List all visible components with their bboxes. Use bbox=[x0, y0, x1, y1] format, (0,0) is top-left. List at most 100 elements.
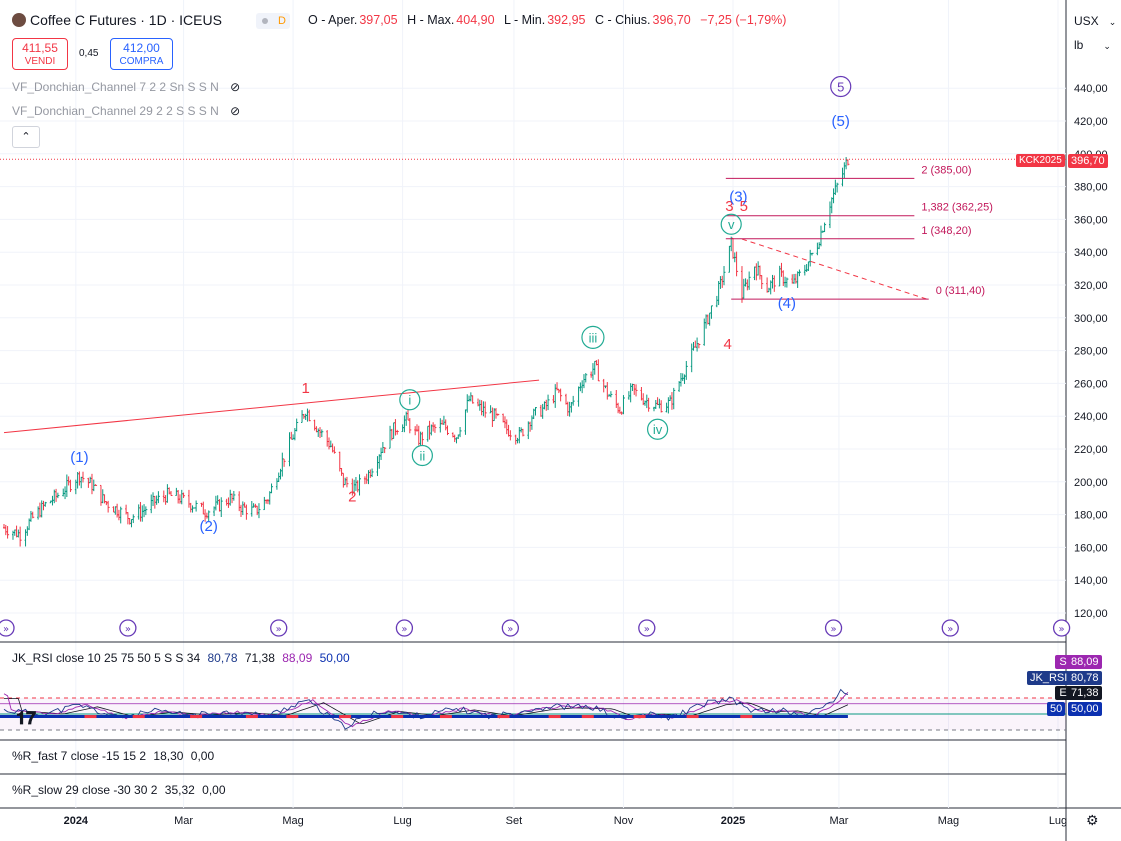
indicator-donchian-29[interactable]: VF_Donchian_Channel 29 2 2 S S S N ⊘ bbox=[12, 104, 241, 118]
x-tick-label: Mar bbox=[829, 815, 848, 827]
wave-label: i bbox=[408, 393, 411, 408]
event-marker-glyph: » bbox=[947, 624, 953, 635]
wave-label: (2) bbox=[200, 518, 218, 535]
chevron-down-icon: ⌄ bbox=[1108, 17, 1117, 27]
wave-label: (4) bbox=[778, 295, 796, 312]
wave-label-circle bbox=[720, 213, 742, 235]
fib-level-label: 1,382 (362,25) bbox=[921, 202, 993, 214]
event-marker-glyph: » bbox=[644, 624, 650, 635]
williams-fast-legend[interactable]: %R_fast 7 close -15 15 2 18,30 0,00 bbox=[12, 749, 215, 763]
y-tick-label: 300,00 bbox=[1074, 313, 1108, 325]
event-marker-glyph: » bbox=[401, 624, 407, 635]
wave-label-circle bbox=[581, 325, 605, 349]
wave-label-circle bbox=[411, 444, 433, 467]
wave-label: 4 bbox=[723, 336, 731, 353]
rsi-plate-50-name: 50 bbox=[1047, 702, 1066, 716]
event-marker-icon bbox=[638, 619, 656, 637]
event-marker-glyph: » bbox=[830, 624, 836, 635]
y-tick-label: 200,00 bbox=[1074, 477, 1108, 489]
y-tick-label: 420,00 bbox=[1074, 116, 1108, 128]
settings-gear-icon[interactable]: ⚙ bbox=[1086, 812, 1099, 828]
x-tick-label: Mag bbox=[282, 815, 303, 827]
event-marker-icon bbox=[0, 619, 15, 637]
dot-icon bbox=[262, 18, 268, 24]
tradingview-logo: 𝟏𝟕 bbox=[16, 708, 37, 728]
x-tick-label: Set bbox=[506, 815, 523, 827]
williams-slow-legend[interactable]: %R_slow 29 close -30 30 2 35,32 0,00 bbox=[12, 783, 226, 797]
y-tick-label: 340,00 bbox=[1074, 247, 1108, 259]
event-marker-glyph: » bbox=[3, 624, 9, 635]
y-tick-label: 180,00 bbox=[1074, 510, 1108, 522]
timeframe-badge[interactable]: D bbox=[256, 13, 290, 29]
wave-label-circle bbox=[399, 389, 421, 411]
eye-off-icon[interactable]: ⊘ bbox=[230, 80, 241, 94]
chevron-down-icon: ⌄ bbox=[1103, 41, 1111, 51]
event-marker-glyph: » bbox=[1059, 624, 1065, 635]
event-marker-icon bbox=[941, 619, 959, 637]
indicator-donchian-7[interactable]: VF_Donchian_Channel 7 2 2 Sn S S N ⊘ bbox=[12, 80, 241, 94]
y-tick-label: 240,00 bbox=[1074, 411, 1108, 423]
fib-level-label: 1 (348,20) bbox=[921, 225, 971, 237]
unit-select[interactable]: lb ⌄ bbox=[1074, 38, 1111, 52]
x-tick-label: 2024 bbox=[64, 815, 89, 827]
wave-label: 1 bbox=[301, 380, 309, 397]
rsi-legend[interactable]: JK_RSI close 10 25 75 50 5 S S 34 80,78 … bbox=[12, 651, 350, 665]
rsi-plate-50-value: 50,00 bbox=[1068, 702, 1102, 716]
buy-button[interactable]: 412,00 COMPRA bbox=[110, 38, 173, 70]
y-tick-label: 280,00 bbox=[1074, 346, 1108, 358]
event-marker-glyph: » bbox=[125, 624, 131, 635]
event-marker-icon bbox=[824, 619, 843, 637]
currency-select[interactable]: USX ⌄ bbox=[1074, 14, 1117, 28]
x-tick-label: 2025 bbox=[721, 815, 745, 827]
wave-label-circle bbox=[646, 418, 669, 440]
event-marker-icon bbox=[270, 619, 288, 637]
event-marker-icon bbox=[501, 619, 519, 637]
symbol-plate: KCK2025 bbox=[1016, 154, 1065, 167]
y-tick-label: 140,00 bbox=[1074, 575, 1108, 587]
rsi-plate-s-value: 88,09 bbox=[1068, 655, 1102, 669]
dashed-trendline bbox=[741, 238, 929, 301]
candles-group bbox=[3, 157, 850, 547]
chevron-up-icon: ⌃ bbox=[21, 131, 31, 143]
sell-button[interactable]: 411,55 VENDI bbox=[12, 38, 68, 70]
event-marker-icon bbox=[395, 619, 414, 637]
y-tick-label: 220,00 bbox=[1074, 444, 1108, 456]
coffee-logo-icon bbox=[12, 13, 26, 27]
wave-label: (1) bbox=[70, 449, 88, 466]
y-tick-label: 380,00 bbox=[1074, 182, 1108, 194]
x-tick-label: Mar bbox=[174, 815, 193, 827]
wave-label-circle bbox=[830, 75, 852, 98]
event-marker-glyph: » bbox=[507, 624, 513, 635]
y-tick-label: 120,00 bbox=[1074, 608, 1108, 620]
y-tick-label: 160,00 bbox=[1074, 542, 1108, 554]
event-marker-icon bbox=[119, 619, 137, 637]
event-marker-glyph: » bbox=[276, 624, 282, 635]
rsi-plate-e-value: 71,38 bbox=[1068, 686, 1102, 700]
wave-label: 2 bbox=[348, 488, 356, 505]
wave-label: 5 bbox=[837, 79, 844, 94]
rsi-plate-e-name: E bbox=[1055, 686, 1071, 700]
y-tick-label: 260,00 bbox=[1074, 378, 1108, 390]
trendline bbox=[3, 379, 540, 434]
wave-label: iv bbox=[653, 422, 663, 437]
collapse-button[interactable]: ⌃ bbox=[12, 126, 40, 148]
rsi-plate-rsi-name: JK_RSI bbox=[1027, 671, 1071, 685]
y-tick-label: 440,00 bbox=[1074, 83, 1108, 95]
x-tick-label: Lug bbox=[1049, 815, 1067, 827]
ohlc-readout: O - Aper. 397,05 H - Max. 404,90 L - Min. 3… bbox=[308, 13, 787, 27]
wave-label: (3) bbox=[729, 188, 747, 205]
wave-label: (5) bbox=[832, 113, 850, 130]
symbol-title[interactable]: Coffee C Futures · 1D · ICEUS bbox=[12, 12, 222, 28]
fib-level-label: 2 (385,00) bbox=[921, 164, 971, 176]
eye-off-icon[interactable]: ⊘ bbox=[230, 104, 241, 118]
wave-label: 3 bbox=[725, 198, 733, 215]
rsi-plate-rsi-value: 80,78 bbox=[1068, 671, 1102, 685]
wave-label: 5 bbox=[740, 198, 748, 215]
x-tick-label: Lug bbox=[393, 815, 411, 827]
fib-level-label: 0 (311,40) bbox=[936, 285, 985, 297]
x-tick-label: Mag bbox=[938, 815, 959, 827]
y-tick-label: 360,00 bbox=[1074, 214, 1108, 226]
x-tick-label: Nov bbox=[614, 815, 634, 827]
wave-label: v bbox=[728, 217, 735, 232]
